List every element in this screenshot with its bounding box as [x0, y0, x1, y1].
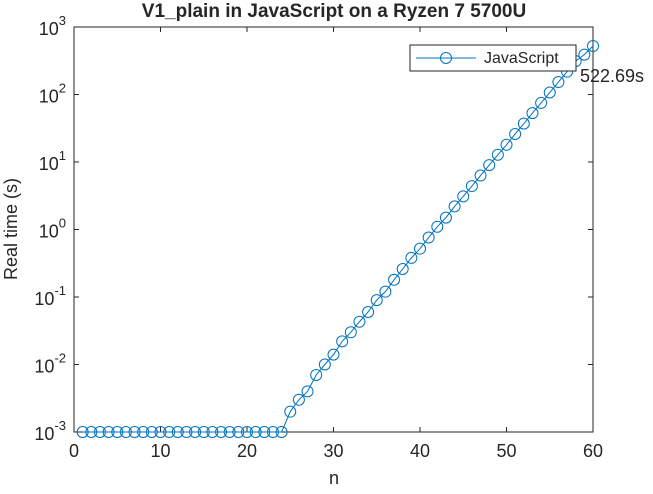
data-marker: [128, 426, 141, 438]
data-marker: [431, 220, 444, 233]
data-marker: [93, 426, 106, 438]
y-tick-label: 102: [39, 81, 66, 106]
data-marker: [102, 426, 115, 438]
data-marker: [284, 405, 297, 418]
data-marker: [241, 426, 253, 438]
data-marker: [465, 180, 478, 193]
data-marker: [405, 251, 418, 264]
data-marker: [85, 426, 98, 438]
data-marker: [275, 426, 288, 438]
data-marker: [422, 231, 435, 244]
x-tick-label: 0: [69, 441, 79, 461]
y-tick-exponent: 0: [59, 216, 66, 231]
data-marker: [232, 426, 245, 438]
data-marker: [327, 348, 340, 361]
y-tick-base: 10: [39, 154, 59, 174]
annotation: 522.69s: [580, 66, 644, 86]
axes-box: [73, 26, 594, 433]
data-marker: [189, 426, 202, 438]
x-tick-label: 10: [150, 441, 170, 461]
y-tick-label: 10-3: [34, 418, 66, 443]
y-tick-base: 10: [39, 221, 59, 241]
data-marker: [370, 294, 383, 307]
x-tick-label: 20: [237, 441, 257, 461]
legend-label: JavaScript: [484, 50, 559, 67]
data-marker: [491, 148, 504, 161]
data-marker: [145, 426, 158, 438]
data-marker: [163, 426, 176, 438]
data-marker: [543, 86, 556, 99]
x-tick-label: 30: [323, 441, 343, 461]
data-marker: [474, 169, 487, 182]
x-axis-label: n: [329, 468, 339, 488]
y-tick-base: 10: [34, 424, 54, 444]
y-tick-base: 10: [34, 356, 54, 376]
data-marker: [301, 385, 314, 398]
y-tick-label: 100: [39, 216, 66, 241]
y-tick-exponent: 2: [59, 81, 66, 96]
data-marker: [587, 40, 599, 53]
legend-marker: [440, 52, 452, 64]
data-marker: [318, 358, 331, 371]
y-tick-label: 10-2: [34, 351, 66, 376]
data-marker: [552, 76, 565, 89]
data-marker: [448, 200, 461, 213]
data-marker: [215, 426, 228, 438]
x-tick-label: 40: [410, 441, 430, 461]
data-marker: [223, 426, 236, 438]
data-marker: [249, 426, 262, 438]
data-marker: [197, 426, 210, 438]
data-marker: [396, 262, 409, 275]
data-marker: [439, 211, 452, 224]
data-marker: [362, 305, 375, 318]
y-tick-label: 101: [39, 148, 66, 173]
y-tick-base: 10: [39, 86, 59, 106]
data-marker: [457, 190, 470, 203]
chart-title: V1_plain in JavaScript on a Ryzen 7 5700…: [142, 1, 526, 22]
data-marker: [500, 138, 513, 151]
y-tick-label: 10-1: [34, 283, 66, 308]
data-marker: [414, 242, 426, 255]
y-tick-exponent: -3: [54, 418, 66, 433]
data-marker: [578, 48, 591, 61]
data-marker: [535, 96, 548, 109]
data-marker: [353, 315, 366, 328]
data-marker: [483, 159, 496, 172]
data-marker: [388, 273, 401, 286]
y-tick-exponent: 1: [59, 148, 66, 163]
data-marker: [111, 426, 124, 438]
data-marker: [266, 426, 279, 438]
data-marker: [119, 426, 132, 438]
data-marker: [509, 127, 522, 140]
data-marker: [517, 117, 530, 130]
y-axis-label: Real time (s): [1, 178, 21, 280]
data-marker: [336, 335, 349, 348]
data-marker: [137, 426, 150, 438]
data-marker: [171, 426, 184, 438]
data-marker: [206, 426, 219, 438]
data-marker: [292, 393, 305, 406]
y-tick-exponent: -1: [54, 283, 66, 298]
data-marker: [344, 326, 357, 339]
y-tick-exponent: -2: [54, 351, 66, 366]
data-marker: [310, 368, 323, 381]
data-line: [82, 45, 594, 433]
data-marker: [379, 285, 392, 298]
x-tick-label: 50: [496, 441, 516, 461]
y-tick-label: 103: [39, 13, 66, 38]
data-marker: [76, 426, 89, 438]
y-tick-base: 10: [34, 289, 54, 309]
x-tick-label: 60: [583, 441, 603, 461]
y-tick-base: 10: [39, 19, 59, 39]
data-marker: [526, 107, 539, 120]
data-marker: [154, 426, 167, 438]
data-marker: [180, 426, 193, 438]
y-tick-exponent: 3: [59, 13, 66, 28]
data-marker: [258, 426, 271, 438]
